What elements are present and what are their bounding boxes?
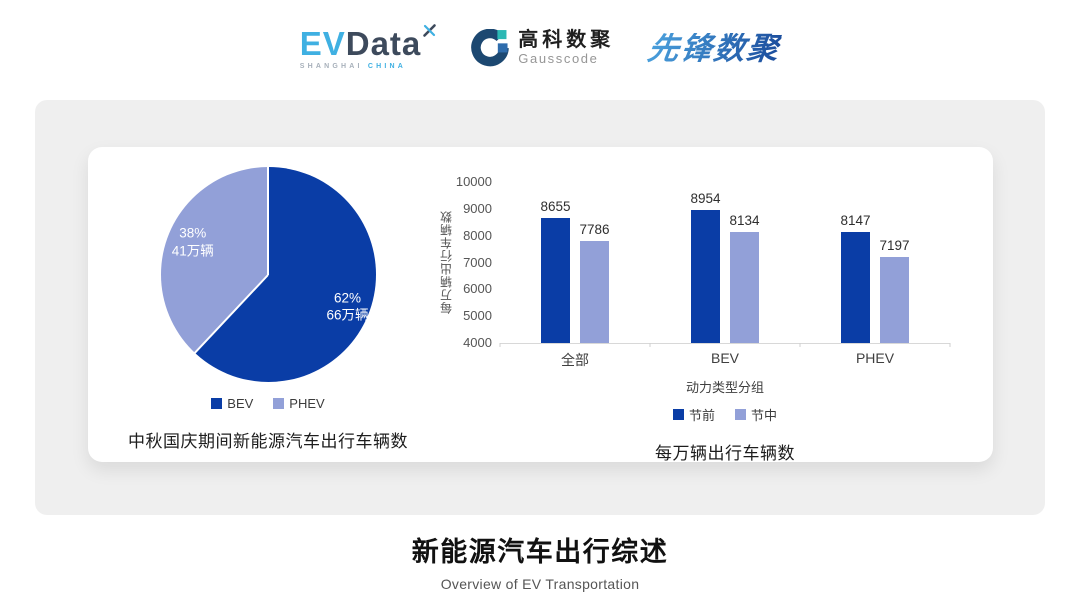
gausscode-en: Gausscode — [518, 51, 599, 67]
bar-value-label: 7786 — [579, 222, 610, 238]
bar-plot: 8655 7786 8954 8134 8147 7197 — [499, 182, 951, 347]
x-axis-tick — [799, 343, 801, 347]
legend-label-mid-holiday: 节中 — [751, 408, 778, 423]
evdata-data-text: Data — [345, 24, 422, 62]
y-tick-label: 7000 — [463, 254, 492, 270]
legend-label-pre-holiday: 节前 — [688, 408, 715, 423]
legend-label-phev: PHEV — [289, 396, 325, 411]
y-tick-label: 8000 — [463, 227, 492, 243]
bar-group: 8655 7786 — [500, 182, 650, 343]
charts-card: 38% 41万辆 62% 66万辆 BEV PHEV 中秋国庆期间新能源汽车 — [88, 147, 993, 464]
bar-value-label: 8954 — [690, 191, 721, 207]
bar-节中-全部: 7786 — [579, 222, 610, 343]
evdata-ev-text: EV — [299, 24, 346, 62]
x-category-label: BEV — [710, 350, 739, 366]
pie-chart: 38% 41万辆 62% 66万辆 BEV PHEV 中秋国庆期间新能源汽车 — [88, 167, 448, 452]
legend-item-pre-holiday[interactable]: 节前 — [672, 405, 715, 424]
x-category-label: 全部 — [561, 352, 589, 368]
page-subtitle: Overview of EV Transportation — [440, 576, 640, 592]
y-tick-label: 6000 — [463, 281, 492, 297]
legend-swatch-pre-holiday — [672, 409, 684, 420]
pie-slice-separator — [267, 167, 269, 275]
legend-swatch-phev — [273, 398, 285, 409]
y-tick-label: 5000 — [463, 308, 492, 324]
bar-节中-PHEV: 7197 — [879, 238, 910, 343]
pie-label-phev: 38% 41万辆 — [172, 225, 214, 260]
header-logos: EV Data SHANGHAI CHINA 高科数聚 Gausscode 先锋数… — [0, 14, 1080, 82]
legend-label-bev: BEV — [227, 396, 254, 411]
evdata-x-icon — [423, 23, 437, 37]
y-tick-label: 4000 — [463, 335, 492, 350]
footer: 新能源汽车出行综述 Overview of EV Transportation — [0, 530, 1080, 592]
pie-chart-title: 中秋国庆期间新能源汽车出行车辆数 — [128, 432, 408, 451]
gausscode-cn: 高科数聚 — [518, 29, 615, 52]
y-tick-label: 9000 — [463, 200, 492, 216]
evdata-logo: EV Data SHANGHAI CHINA — [299, 23, 438, 70]
bar-y-ticks: 10000 9000 8000 7000 6000 5000 4000 — [454, 174, 500, 350]
pie-wrap: 38% 41万辆 62% 66万辆 — [160, 167, 376, 382]
x-axis-title: 动力类型分组 — [685, 380, 764, 395]
pie-legend: BEV PHEV — [88, 396, 448, 411]
x-axis-tick — [949, 343, 951, 347]
pie-label-bev: 62% 66万辆 — [327, 289, 369, 324]
legend-item-bev[interactable]: BEV — [211, 396, 253, 411]
bar-x-labels: 全部 BEV PHEV — [500, 350, 950, 370]
y-axis-title: 每万辆出行车辆数 — [439, 210, 454, 315]
bar-group: 8147 7197 — [800, 182, 950, 343]
legend-item-mid-holiday[interactable]: 节中 — [735, 405, 777, 424]
legend-swatch-mid-holiday — [735, 409, 746, 420]
bar-group: 8954 8134 — [650, 182, 800, 343]
bar-chart-title: 每万辆出行车辆数 — [655, 444, 795, 463]
evdata-subtext: SHANGHAI CHINA — [300, 63, 406, 70]
phev-pct: 38% — [179, 225, 207, 241]
x-axis-tick — [499, 343, 501, 347]
x-category-label: PHEV — [855, 350, 895, 366]
gausscode-text: 高科数聚 Gausscode — [518, 29, 614, 66]
legend-swatch-bev — [211, 398, 223, 409]
x-axis-tick — [649, 343, 651, 347]
xianfeng-logo: 先锋数聚 — [645, 30, 783, 66]
bar-节前-BEV: 8954 — [690, 191, 721, 343]
bar-value-label: 8134 — [729, 213, 760, 229]
phev-count: 41万辆 — [171, 243, 214, 259]
bar-节前-PHEV: 8147 — [840, 213, 871, 343]
bar-value-label: 7197 — [879, 238, 910, 254]
bar-chart: 每万辆出行车辆数 10000 9000 8000 7000 6000 5000 4000 8… — [438, 174, 951, 464]
bar-节前-全部: 8655 — [540, 199, 571, 343]
bar-value-label: 8147 — [840, 212, 871, 228]
bev-count: 66万辆 — [326, 307, 369, 323]
evdata-wordmark: EV Data — [299, 23, 438, 62]
bar-legend: 节前 节中 — [500, 405, 950, 424]
bev-pct: 62% — [334, 290, 362, 306]
gausscode-logo: 高科数聚 Gausscode — [471, 29, 614, 67]
page-title: 新能源汽车出行综述 — [411, 537, 669, 567]
content-panel: 38% 41万辆 62% 66万辆 BEV PHEV 中秋国庆期间新能源汽车 — [35, 100, 1045, 515]
y-tick-label: 10000 — [455, 174, 492, 189]
evdata-shanghai: SHANGHAI — [299, 62, 363, 70]
bar-plot-area: 每万辆出行车辆数 10000 9000 8000 7000 6000 5000 4000 8… — [438, 174, 951, 350]
legend-item-phev[interactable]: PHEV — [273, 396, 325, 411]
gausscode-g-icon — [471, 29, 510, 67]
bar-value-label: 8655 — [540, 199, 571, 215]
bar-节中-BEV: 8134 — [729, 213, 760, 343]
evdata-china: CHINA — [367, 62, 406, 70]
